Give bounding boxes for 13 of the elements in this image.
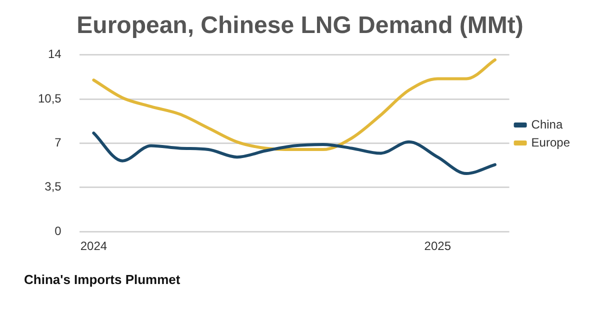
legend-label: Europe bbox=[531, 135, 570, 150]
y-tick-label: 7 bbox=[54, 136, 62, 150]
y-tick-label: 10,5 bbox=[38, 91, 62, 106]
x-tick-label: 2024 bbox=[80, 239, 108, 254]
chart-title: European, Chinese LNG Demand (MMt) bbox=[76, 12, 524, 40]
y-tick-label: 3,5 bbox=[44, 180, 62, 194]
line-series bbox=[92, 132, 496, 176]
y-tick-label: 0 bbox=[54, 224, 62, 238]
legend-label: China bbox=[531, 117, 563, 132]
text: China's Imports Plummet bbox=[24, 272, 182, 287]
line-series bbox=[92, 58, 496, 152]
x-tick-label: 2025 bbox=[424, 239, 452, 254]
y-tick-label: 14 bbox=[48, 47, 62, 62]
